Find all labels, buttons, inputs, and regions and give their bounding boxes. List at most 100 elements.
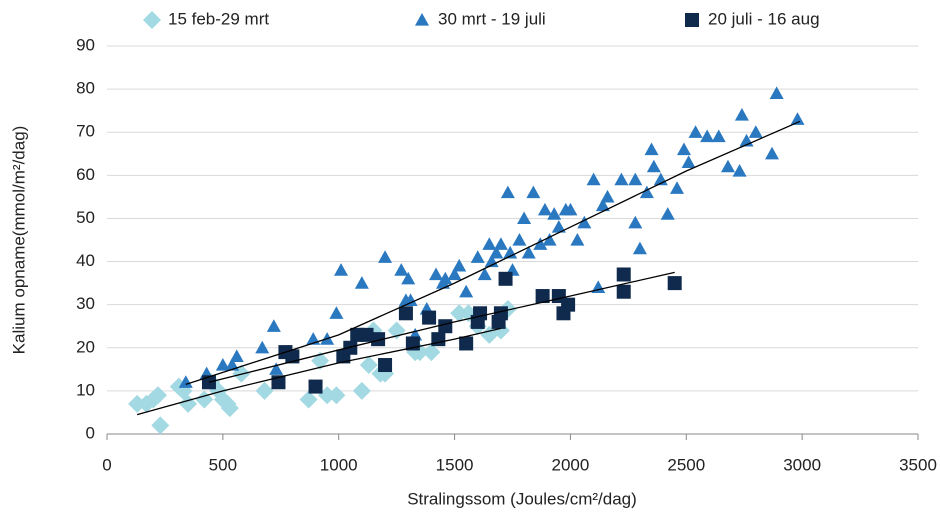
point bbox=[489, 245, 504, 259]
point bbox=[628, 215, 643, 229]
point bbox=[229, 349, 244, 362]
point bbox=[220, 399, 239, 418]
y-tick-label: 30 bbox=[76, 294, 95, 313]
point bbox=[526, 185, 541, 199]
point bbox=[551, 220, 566, 233]
trendline bbox=[208, 271, 675, 383]
point bbox=[769, 86, 784, 100]
x-tick-label: 2500 bbox=[667, 455, 705, 474]
point bbox=[422, 310, 437, 325]
y-tick-label: 10 bbox=[76, 380, 95, 399]
point bbox=[378, 358, 393, 373]
x-tick-label: 3000 bbox=[783, 455, 821, 474]
x-tick-label: 2000 bbox=[552, 455, 590, 474]
point bbox=[378, 250, 393, 263]
point bbox=[628, 172, 643, 186]
point bbox=[255, 340, 270, 354]
legend-marker bbox=[415, 13, 429, 26]
point bbox=[503, 245, 518, 259]
point bbox=[334, 263, 349, 276]
y-tick-label: 90 bbox=[76, 35, 95, 54]
y-tick-label: 80 bbox=[76, 79, 95, 98]
y-tick-label: 70 bbox=[76, 122, 95, 141]
point bbox=[644, 142, 659, 156]
point bbox=[512, 233, 527, 246]
point bbox=[632, 241, 647, 255]
point bbox=[255, 381, 274, 400]
point bbox=[537, 202, 552, 216]
point bbox=[616, 284, 631, 299]
point bbox=[327, 386, 346, 405]
y-tick-label: 20 bbox=[76, 337, 95, 356]
point bbox=[493, 237, 508, 250]
y-tick-label: 0 bbox=[86, 423, 95, 442]
point bbox=[639, 185, 654, 199]
point bbox=[547, 207, 562, 220]
trendline bbox=[136, 327, 502, 416]
point bbox=[354, 276, 369, 289]
point bbox=[438, 319, 453, 334]
x-tick-label: 1000 bbox=[320, 455, 358, 474]
y-tick-label: 60 bbox=[76, 165, 95, 184]
point bbox=[646, 159, 661, 173]
point bbox=[595, 198, 610, 212]
point bbox=[616, 267, 631, 282]
point bbox=[450, 304, 469, 323]
point bbox=[151, 416, 170, 435]
point bbox=[720, 159, 735, 173]
point bbox=[215, 358, 230, 371]
point bbox=[403, 293, 418, 306]
point bbox=[459, 284, 474, 298]
point bbox=[477, 267, 492, 281]
point bbox=[195, 390, 214, 409]
x-tick-label: 500 bbox=[209, 455, 237, 474]
point bbox=[429, 267, 444, 281]
point bbox=[498, 271, 513, 286]
point bbox=[352, 381, 371, 400]
point bbox=[542, 233, 557, 246]
legend-label: 20 juli - 16 aug bbox=[708, 9, 820, 28]
point bbox=[660, 207, 675, 220]
point bbox=[398, 306, 413, 321]
point bbox=[473, 306, 488, 321]
point bbox=[500, 185, 515, 199]
point bbox=[577, 215, 592, 229]
point bbox=[371, 332, 386, 347]
point bbox=[148, 386, 167, 405]
point bbox=[688, 125, 703, 138]
x-axis-label: Stralingssom (Joules/cm²/dag) bbox=[407, 489, 637, 508]
point bbox=[266, 319, 281, 332]
point bbox=[459, 336, 474, 351]
point bbox=[359, 356, 378, 375]
point bbox=[269, 362, 284, 375]
point bbox=[614, 172, 629, 186]
x-tick-label: 1500 bbox=[436, 455, 474, 474]
point bbox=[493, 306, 508, 321]
point bbox=[586, 172, 601, 186]
y-axis-label: Kalium opname(mmol/m²/dag) bbox=[9, 126, 28, 355]
point bbox=[790, 112, 805, 125]
legend-label: 15 feb-29 mrt bbox=[168, 9, 269, 28]
point bbox=[482, 237, 497, 250]
legend-marker bbox=[143, 11, 161, 29]
point bbox=[667, 276, 682, 291]
point bbox=[711, 129, 726, 143]
point bbox=[128, 394, 147, 413]
legend-label: 30 mrt - 19 juli bbox=[438, 9, 546, 28]
point bbox=[521, 245, 536, 259]
point bbox=[765, 146, 780, 160]
point bbox=[401, 271, 416, 285]
point bbox=[676, 142, 691, 156]
point bbox=[600, 189, 615, 203]
point bbox=[447, 267, 462, 281]
trendline bbox=[185, 120, 801, 386]
point bbox=[299, 390, 318, 409]
point bbox=[533, 237, 548, 250]
point bbox=[517, 211, 532, 225]
point bbox=[570, 233, 585, 246]
x-tick-label: 0 bbox=[102, 455, 111, 474]
point bbox=[285, 349, 300, 364]
point bbox=[561, 297, 576, 312]
point bbox=[681, 155, 696, 168]
